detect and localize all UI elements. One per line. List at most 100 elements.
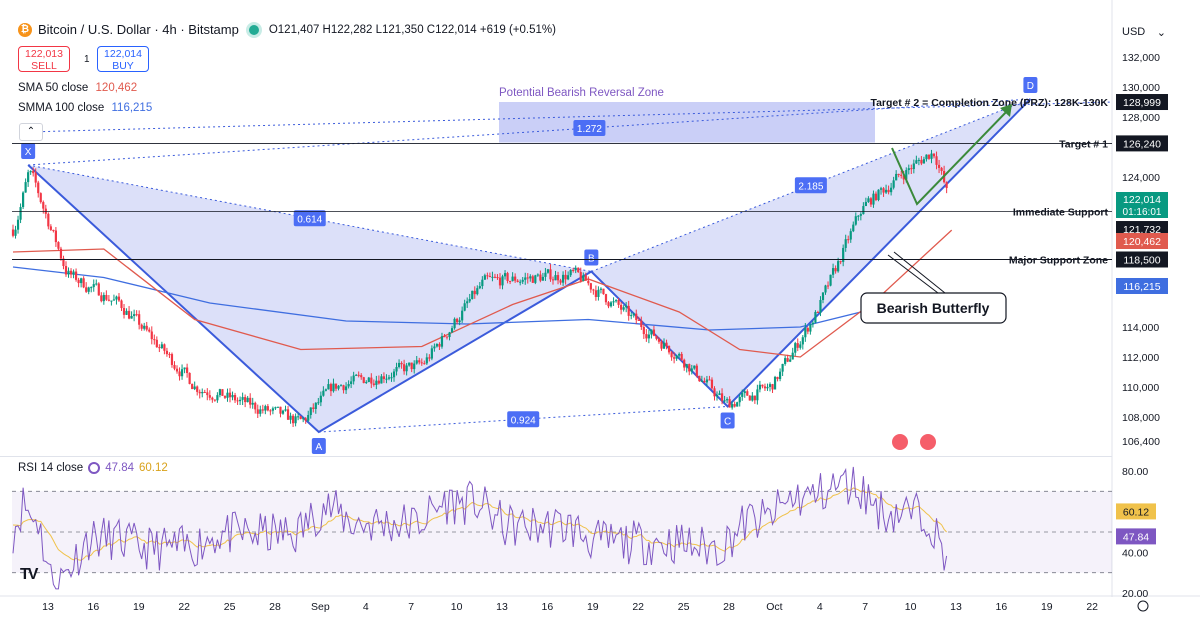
candle-body bbox=[872, 193, 875, 205]
candle-body bbox=[362, 377, 365, 383]
candle-body bbox=[34, 173, 37, 183]
sma-label: SMA 50 close bbox=[18, 82, 89, 94]
target2-price-tag bbox=[1116, 94, 1168, 111]
candle-body bbox=[612, 301, 615, 303]
candle-body bbox=[223, 395, 227, 398]
candle-body bbox=[347, 384, 350, 387]
candle-body bbox=[271, 408, 275, 411]
candle-body bbox=[753, 395, 756, 401]
candle-body bbox=[849, 231, 852, 240]
candle-body bbox=[784, 358, 787, 364]
rsi-tick-label: 20.00 bbox=[1122, 588, 1148, 600]
candle-body bbox=[882, 188, 885, 193]
candle-body bbox=[688, 364, 691, 372]
candle-body bbox=[178, 371, 181, 377]
symbol-title[interactable]: Bitcoin / U.S. Dollar · 4h · Bitstamp bbox=[38, 22, 239, 37]
candle-body bbox=[143, 325, 146, 329]
candle-body bbox=[678, 353, 681, 356]
point-x-marker bbox=[21, 143, 36, 159]
candle-body bbox=[395, 367, 398, 372]
y-tick-label: 130,000 bbox=[1122, 82, 1160, 94]
candle-body bbox=[27, 172, 30, 183]
y-tick-label: 132,000 bbox=[1122, 52, 1160, 64]
candle-body bbox=[456, 318, 459, 323]
candle-body bbox=[122, 308, 126, 315]
candle-body bbox=[110, 300, 113, 302]
sma-legend[interactable]: SMA 50 close 120,462 bbox=[18, 82, 137, 94]
buy-button[interactable]: 122,014 BUY bbox=[97, 46, 149, 72]
candle-body bbox=[718, 393, 721, 395]
candle-body bbox=[400, 362, 403, 365]
candle-body bbox=[506, 273, 509, 281]
candle-body bbox=[133, 314, 136, 317]
event-flag-icon bbox=[892, 434, 908, 450]
candle-body bbox=[440, 336, 444, 347]
y-tick-label: 108,000 bbox=[1122, 412, 1160, 424]
sell-button[interactable]: 122,013 SELL bbox=[18, 46, 70, 72]
candle-body bbox=[42, 202, 45, 209]
candle-body bbox=[191, 383, 194, 390]
candle-body bbox=[173, 364, 176, 369]
candle-body bbox=[249, 397, 252, 405]
candle-body bbox=[635, 313, 638, 320]
candle-body bbox=[97, 283, 100, 296]
candle-body bbox=[859, 214, 862, 216]
candle-body bbox=[567, 275, 570, 280]
candle-body bbox=[403, 364, 406, 372]
candle-body bbox=[690, 368, 693, 372]
candle-body bbox=[150, 331, 153, 340]
candle-body bbox=[746, 391, 749, 396]
candle-body bbox=[319, 395, 322, 403]
x-tick-label: 16 bbox=[542, 601, 554, 613]
candle-body bbox=[67, 270, 70, 275]
tradingview-logo-icon[interactable]: TV bbox=[20, 566, 39, 583]
spread-value: 1 bbox=[84, 54, 90, 65]
candle-body bbox=[625, 305, 628, 308]
candle-body bbox=[284, 409, 287, 411]
candle-body bbox=[239, 399, 242, 402]
candle-body bbox=[468, 299, 471, 302]
candle-body bbox=[771, 384, 774, 390]
candle-body bbox=[685, 364, 688, 368]
target2-line bbox=[28, 101, 1113, 133]
candle-body bbox=[816, 311, 820, 313]
candle-body bbox=[508, 280, 512, 282]
candle-body bbox=[486, 275, 489, 277]
ratio-label: 0.924 bbox=[511, 415, 536, 426]
smma-label: SMMA 100 close bbox=[18, 102, 105, 114]
buy-label: BUY bbox=[112, 60, 134, 72]
candle-body bbox=[90, 287, 93, 289]
candle-body bbox=[453, 318, 456, 329]
candle-body bbox=[650, 329, 653, 335]
smma-legend[interactable]: SMMA 100 close 116,215 bbox=[18, 102, 152, 114]
candle-body bbox=[614, 300, 618, 302]
point-c-marker bbox=[720, 412, 735, 429]
candle-body bbox=[332, 383, 335, 392]
sell-price: 122,013 bbox=[25, 48, 63, 60]
candle-body bbox=[385, 378, 388, 380]
candle-body bbox=[54, 230, 57, 243]
candle-body bbox=[355, 374, 358, 376]
candle-body bbox=[135, 314, 138, 316]
candle-body bbox=[743, 391, 746, 394]
candle-body bbox=[645, 334, 648, 339]
arrow-head-icon bbox=[1000, 104, 1012, 117]
currency-selector[interactable]: USD ⌄ bbox=[1118, 22, 1170, 42]
rsi-settings-icon[interactable] bbox=[88, 462, 101, 474]
candle-body bbox=[423, 363, 426, 365]
candle-body bbox=[16, 219, 20, 230]
candle-body bbox=[627, 305, 630, 316]
candle-body bbox=[77, 279, 80, 284]
target2-price-tag-label: 128,999 bbox=[1123, 97, 1161, 109]
candle-body bbox=[761, 384, 764, 387]
x-tick-label: 10 bbox=[905, 601, 917, 613]
candle-body bbox=[390, 377, 393, 379]
candle-body bbox=[511, 276, 514, 282]
candle-body bbox=[539, 274, 542, 281]
x-tick-label: 19 bbox=[133, 601, 145, 613]
collapse-legend-button[interactable]: ⌃ bbox=[19, 123, 43, 141]
candle-body bbox=[435, 344, 439, 347]
rsi-legend[interactable]: RSI 14 close 47.84 60.12 bbox=[18, 462, 168, 474]
candle-body bbox=[907, 168, 910, 171]
